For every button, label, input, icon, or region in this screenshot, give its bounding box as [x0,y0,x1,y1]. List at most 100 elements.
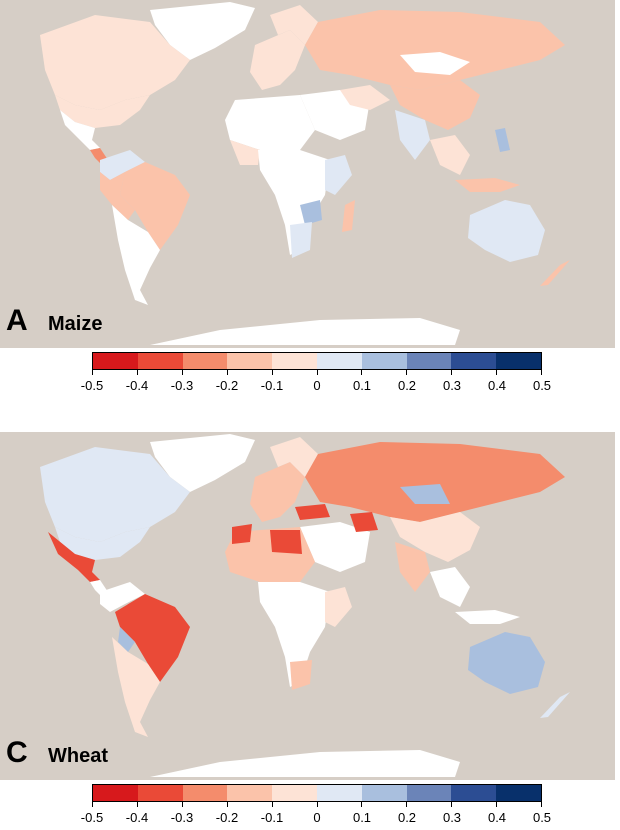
peru-bolivia [100,172,135,220]
legend-tick-label: -0.1 [260,810,284,825]
legend-swatch [272,353,317,369]
north-america [40,15,190,110]
legend-swatch [137,785,183,801]
europe [250,30,305,90]
argentina [112,205,160,305]
legend-swatch [406,785,452,801]
middle-east [300,522,370,572]
legend-swatch [316,353,362,369]
south-africa [290,222,312,258]
legend-tickmark [136,802,138,807]
legend-tick-label: 0.4 [487,810,507,825]
panel-crop-name: Maize [48,313,103,335]
wheat-world-map [40,434,570,777]
legend-tickmark [406,370,408,375]
legend-tickmark [226,370,228,375]
legend-tick-label: 0.2 [397,810,417,825]
india [395,542,430,592]
usa [55,95,150,128]
legend-tickmark [496,802,498,807]
australia [468,632,545,694]
color-legend-bar [92,784,542,802]
brazil [120,162,190,250]
legend-tickmark [271,370,273,375]
legend-tickmarks [92,370,542,375]
legend-tick-label: -0.4 [125,810,149,825]
legend-swatch [361,353,407,369]
legend-tick-label: 0 [313,810,321,825]
legend-swatch [227,785,273,801]
legend-swatch [451,353,497,369]
legend-tickmark [316,370,318,375]
legend-tickmark [361,370,363,375]
legend-tickmark [92,370,93,375]
philippines [495,128,510,152]
legend-tickmark [496,370,498,375]
legend-swatch [227,353,273,369]
europe [250,462,305,522]
legend-swatch [316,785,362,801]
legend-tickmark [271,802,273,807]
legend-swatch [451,785,497,801]
new-zealand [540,260,570,286]
morocco [232,524,252,544]
mexico [60,110,100,150]
legend-tick-label: -0.4 [125,378,149,393]
legend-tick-label: 0.4 [487,378,507,393]
australia [468,200,545,262]
antarctica [150,750,460,777]
bolivia [118,627,135,652]
mongolia [400,52,470,75]
iran [340,85,390,110]
legend-tick-label: -0.1 [260,378,284,393]
legend-tick-label: -0.2 [215,810,239,825]
panel-crop-name: Wheat [48,745,108,767]
west-africa [230,140,260,165]
legend-tick-label: 0.2 [397,378,417,393]
legend-tickmark [136,370,138,375]
kazakhstan [400,484,450,504]
legend-tick-label: -0.2 [215,378,239,393]
greenland [150,2,255,60]
greenland [150,434,255,492]
madagascar [342,200,355,232]
russia [305,10,565,90]
legend-swatch [182,353,228,369]
india [395,110,430,160]
turkey [295,504,330,520]
legend-swatch [137,353,183,369]
usa [55,527,150,560]
indonesia [455,610,520,624]
legend-tick-labels: -0.5 -0.4 -0.3 -0.2 -0.1 0 0.1 0.2 0.3 0.4 0.5 [81,810,552,826]
legend-tick-label: 0.1 [352,378,372,393]
legend-tick-label: -0.5 [80,378,104,393]
legend-tickmarks [92,802,542,807]
legend-swatch [406,353,452,369]
new-zealand [540,692,570,718]
legend-tickmark [541,802,542,807]
legend-tick-label: 0 [313,378,321,393]
libya [270,530,302,554]
legend-swatch [93,785,138,801]
scandinavia [270,5,318,45]
maize-world-map [40,2,570,345]
legend-tickmark [451,802,453,807]
maize-map-panel: A Maize [0,0,615,348]
se-asia [430,567,470,607]
antarctica [150,318,460,345]
scandinavia [270,437,318,477]
legend-tickmark [226,802,228,807]
legend-tickmark [361,802,363,807]
central-africa [258,582,330,687]
mexico [48,532,100,582]
central-africa [258,150,330,255]
legend-tick-label: -0.3 [170,810,194,825]
south-america-north [100,150,145,180]
brazil [115,594,190,682]
north-africa [225,95,315,150]
legend-tick-labels: -0.5 -0.4 -0.3 -0.2 -0.1 0 0.1 0.2 0.3 0.4 0.5 [80,378,552,394]
se-asia [430,135,470,175]
legend-tickmark [451,370,453,375]
east-africa [325,155,352,195]
russia [305,442,565,522]
